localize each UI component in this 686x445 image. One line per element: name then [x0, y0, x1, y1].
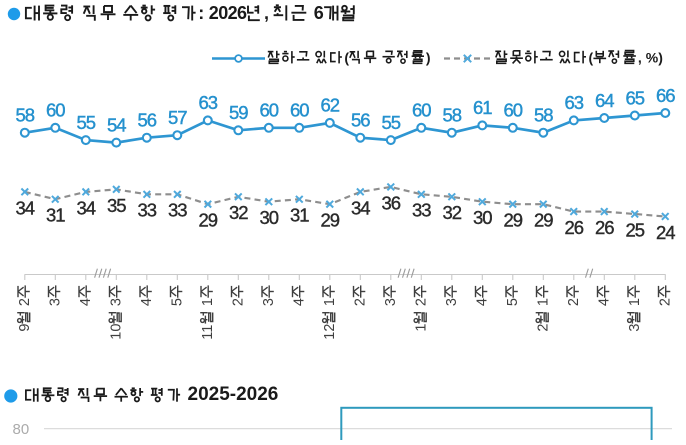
svg-text:3: 3 — [627, 324, 643, 332]
svg-text:31: 31 — [46, 205, 65, 226]
svg-text:11: 11 — [200, 325, 216, 340]
svg-text:59: 59 — [229, 102, 248, 123]
svg-text:24: 24 — [656, 222, 675, 243]
svg-text:60: 60 — [504, 100, 523, 121]
svg-text:25: 25 — [626, 219, 645, 240]
svg-text:62: 62 — [321, 95, 340, 116]
svg-text:63: 63 — [565, 92, 584, 113]
svg-text:2: 2 — [566, 298, 582, 306]
svg-text:60: 60 — [412, 100, 431, 121]
svg-text:60: 60 — [46, 100, 65, 121]
svg-text:4: 4 — [291, 298, 307, 306]
svg-text:31: 31 — [290, 205, 309, 226]
svg-text:55: 55 — [382, 112, 401, 133]
svg-text:57: 57 — [168, 107, 187, 128]
svg-text:10: 10 — [108, 324, 124, 340]
svg-text:56: 56 — [138, 110, 157, 131]
svg-text:34: 34 — [351, 197, 370, 218]
svg-text:61: 61 — [473, 97, 492, 118]
svg-text:3: 3 — [261, 298, 277, 306]
svg-text:5: 5 — [505, 298, 521, 306]
svg-text:80: 80 — [13, 421, 30, 438]
svg-text:56: 56 — [351, 110, 370, 131]
svg-text:12: 12 — [322, 324, 338, 340]
svg-text:2: 2 — [230, 298, 246, 306]
svg-text:34: 34 — [16, 197, 35, 218]
svg-text:64: 64 — [595, 90, 614, 111]
svg-text:4: 4 — [78, 298, 94, 306]
svg-text:2: 2 — [352, 298, 368, 306]
svg-text:35: 35 — [107, 195, 126, 216]
svg-text:26: 26 — [595, 217, 614, 238]
svg-text:5: 5 — [169, 298, 185, 306]
svg-text:60: 60 — [260, 100, 279, 121]
svg-text:(: ( — [589, 50, 594, 66]
svg-text:4: 4 — [139, 298, 155, 306]
svg-text:2: 2 — [535, 324, 551, 332]
svg-text:29: 29 — [504, 210, 523, 231]
svg-text:2025-2026: 2025-2026 — [188, 384, 279, 405]
svg-text:58: 58 — [443, 105, 462, 126]
svg-text::: : — [198, 3, 203, 23]
svg-text:2: 2 — [17, 298, 33, 306]
svg-text:29: 29 — [199, 210, 218, 231]
svg-text:2: 2 — [413, 298, 429, 306]
svg-text:3: 3 — [444, 298, 460, 306]
svg-text:66: 66 — [656, 85, 675, 106]
svg-text:6: 6 — [314, 3, 324, 23]
svg-text:63: 63 — [199, 92, 218, 113]
svg-text:58: 58 — [534, 105, 553, 126]
svg-text:55: 55 — [77, 112, 96, 133]
svg-text:9: 9 — [17, 324, 33, 332]
svg-text:,: , — [264, 3, 268, 23]
svg-text:29: 29 — [534, 210, 553, 231]
svg-text:): ) — [426, 50, 431, 66]
svg-text:32: 32 — [443, 202, 462, 223]
svg-text:4: 4 — [596, 298, 612, 306]
svg-text:1: 1 — [535, 298, 551, 306]
svg-text:60: 60 — [290, 100, 309, 121]
svg-text:3: 3 — [47, 298, 63, 306]
svg-text:29: 29 — [321, 210, 340, 231]
svg-text:4: 4 — [474, 298, 490, 306]
svg-text:2026: 2026 — [209, 3, 247, 23]
svg-text:1: 1 — [322, 298, 338, 306]
svg-text:,: , — [638, 50, 642, 66]
svg-text:33: 33 — [412, 200, 431, 221]
svg-text:1: 1 — [200, 298, 216, 306]
svg-text:26: 26 — [565, 217, 584, 238]
svg-text:34: 34 — [77, 197, 96, 218]
svg-text:3: 3 — [108, 298, 124, 306]
svg-text:33: 33 — [138, 200, 157, 221]
svg-text:33: 33 — [168, 200, 187, 221]
svg-text:3: 3 — [383, 298, 399, 306]
svg-text:1: 1 — [627, 298, 643, 306]
svg-text:58: 58 — [16, 105, 35, 126]
svg-text:1: 1 — [413, 324, 429, 332]
svg-text:65: 65 — [626, 87, 645, 108]
svg-text:%): %) — [646, 50, 663, 66]
svg-text:36: 36 — [382, 192, 401, 213]
svg-text:54: 54 — [107, 114, 126, 135]
svg-text:32: 32 — [229, 202, 248, 223]
svg-text:2: 2 — [657, 298, 673, 306]
svg-text:30: 30 — [260, 207, 279, 228]
svg-text:(: ( — [344, 50, 349, 66]
svg-text:30: 30 — [473, 207, 492, 228]
